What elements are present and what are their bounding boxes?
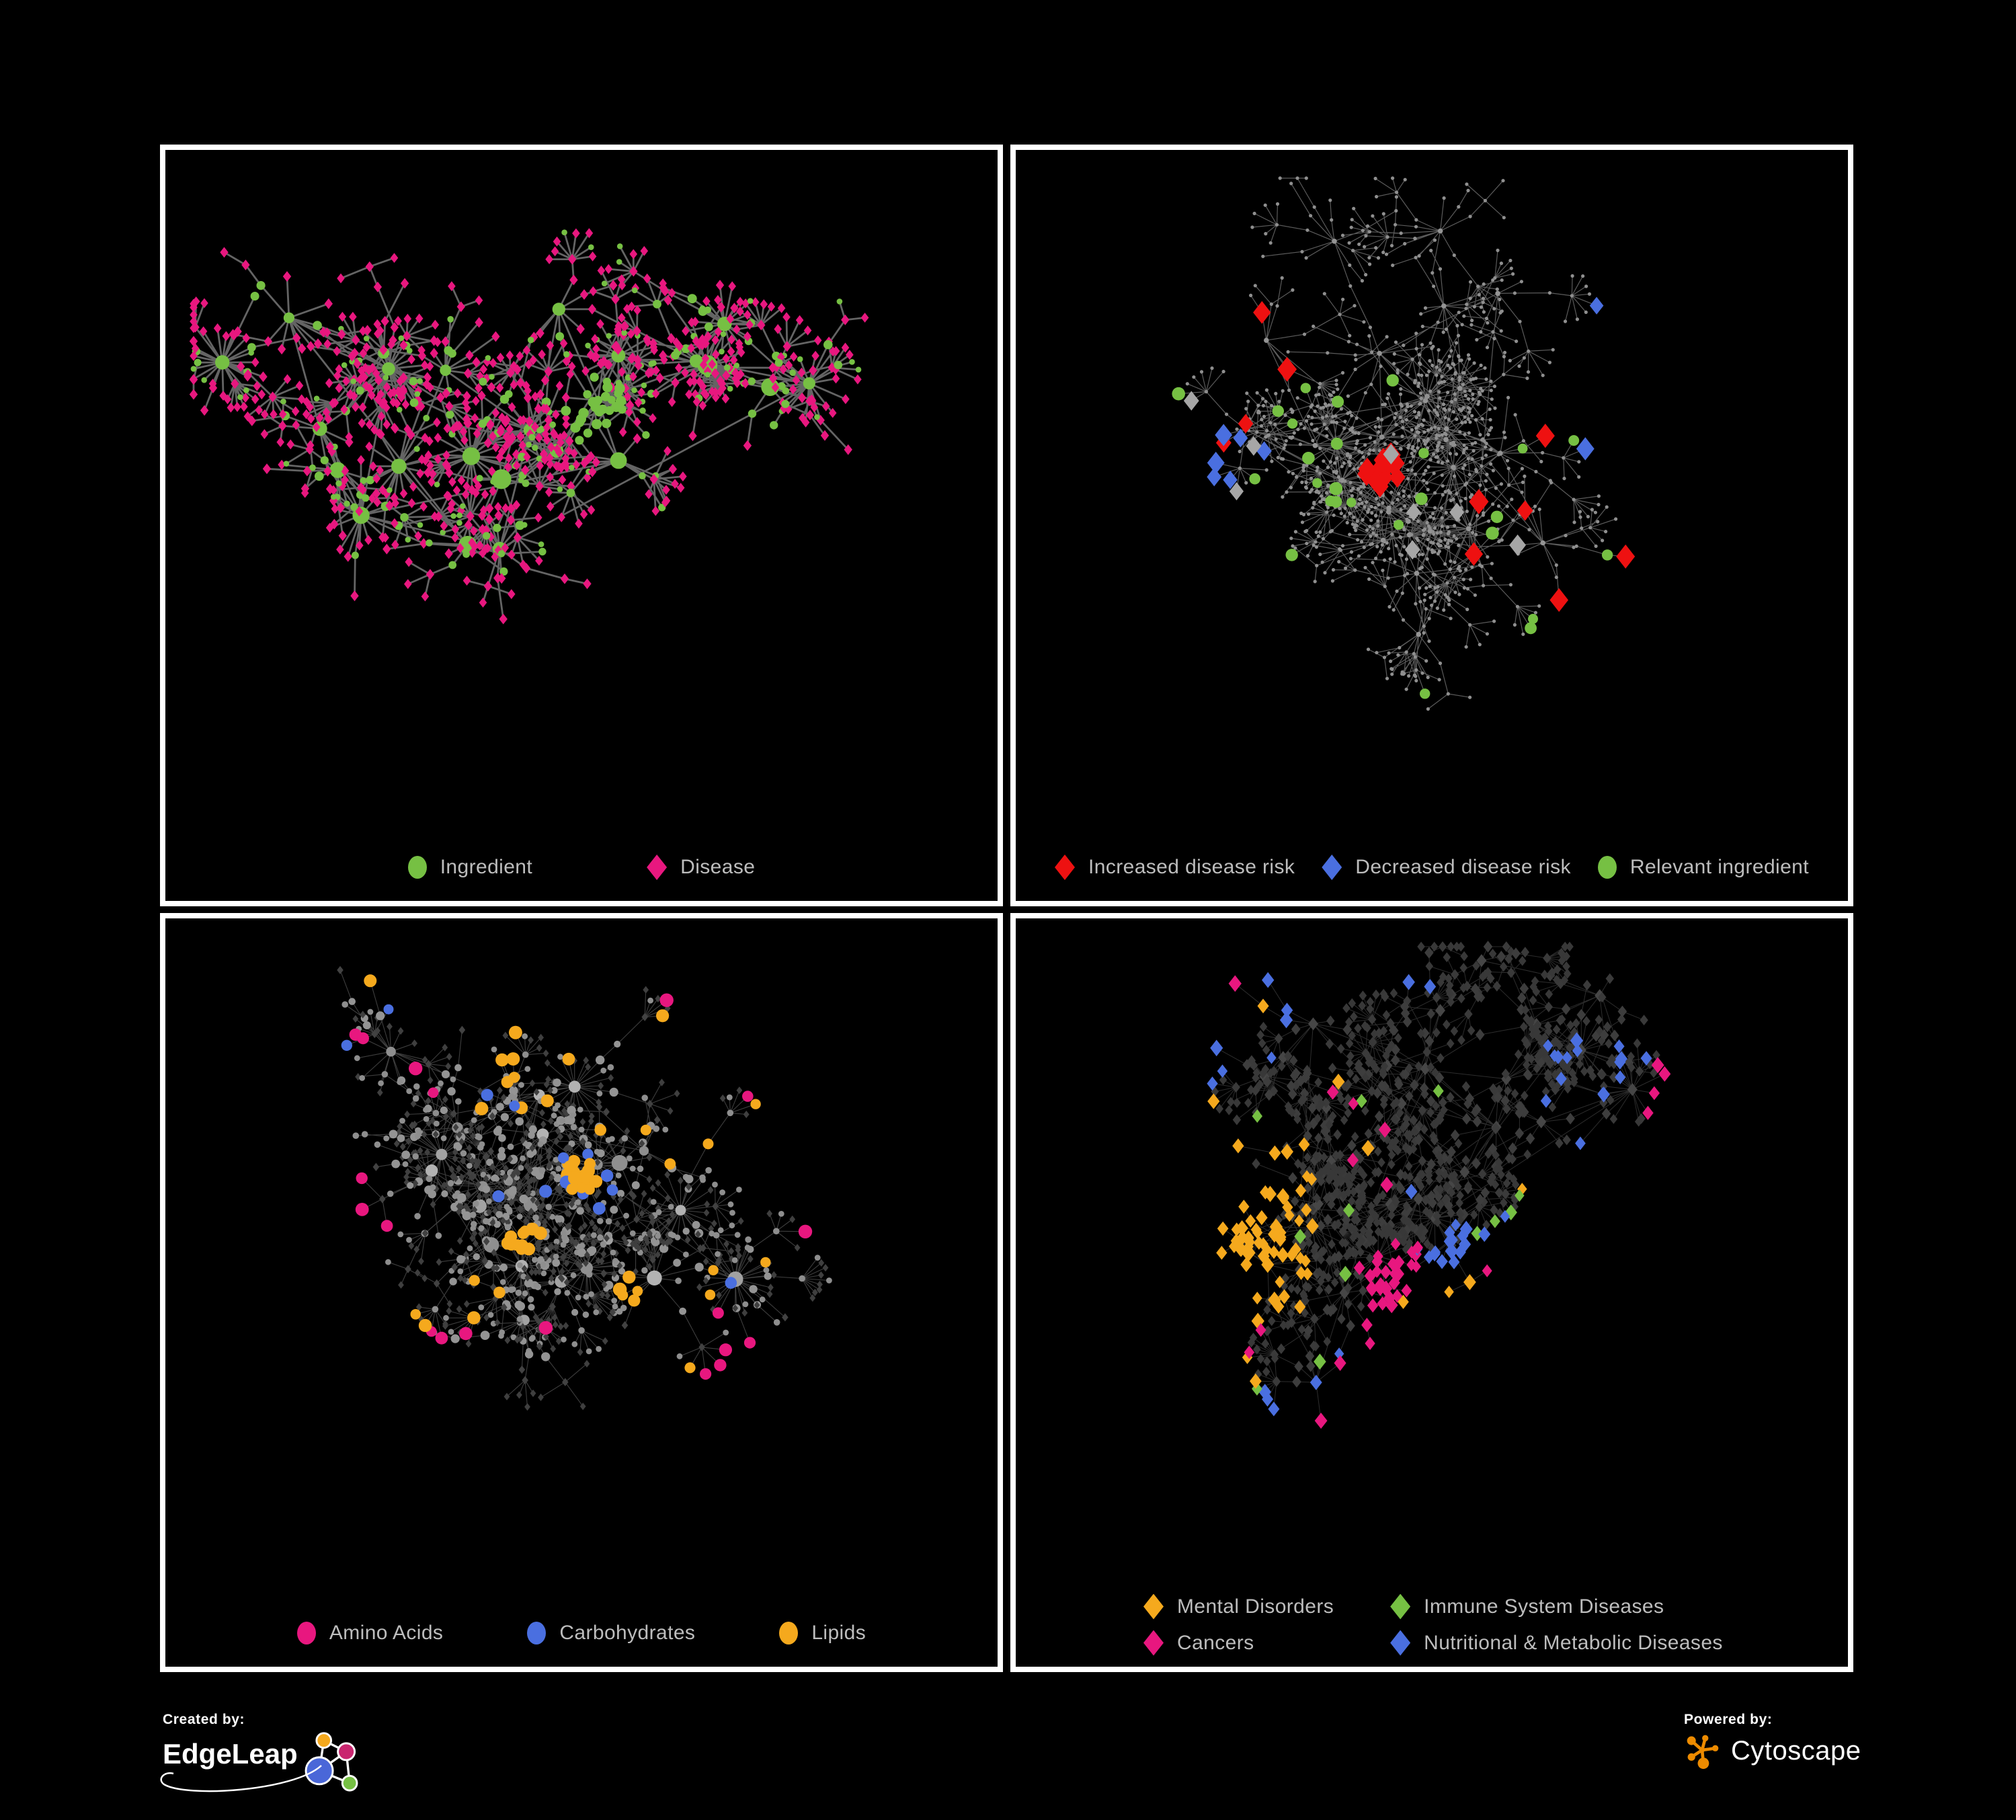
cytoscape-node (1702, 1735, 1709, 1741)
created-by-label: Created by: (163, 1712, 245, 1727)
cytoscape-node (1687, 1736, 1696, 1745)
network-graph-disease-risk (1172, 176, 1636, 711)
legend-item-lipids: Lipids (779, 1622, 866, 1645)
legend-disease-risk: Increased disease risk Decreased disease … (1016, 834, 1848, 901)
cytoscape-logo: Cytoscape (1684, 1731, 1861, 1771)
legend-label: Lipids (811, 1622, 866, 1644)
network-graph-disease-classes (1207, 941, 1671, 1429)
edgeleap-node-blue (305, 1756, 334, 1786)
legend-label: Mental Disorders (1177, 1595, 1334, 1618)
edgeleap-node-green (341, 1774, 358, 1792)
created-by-logo: Created by: EdgeLeap (160, 1712, 364, 1794)
legend-item-relevant-ingredient: Relevant ingredient (1597, 856, 1809, 879)
legend-label: Disease (680, 856, 756, 878)
legend-item-decreased-disease-risk: Decreased disease risk (1322, 855, 1571, 880)
legend-item-mental-disorders: Mental Disorders (1143, 1593, 1334, 1620)
circle-marker (1597, 856, 1617, 879)
cytoscape-node (1687, 1753, 1695, 1761)
legend-label: Relevant ingredient (1629, 856, 1809, 878)
edgeleap-node-pink (336, 1742, 356, 1762)
cytoscape-node (1712, 1745, 1719, 1751)
cytoscape-wordmark: Cytoscape (1731, 1735, 1861, 1766)
edgeleap-logo: EdgeLeap (160, 1729, 364, 1794)
legend-disease-classes: Mental Disorders Immune System Diseases Ca… (1016, 1583, 1848, 1667)
edgeleap-node-orange (315, 1732, 332, 1749)
cytoscape-node (1697, 1757, 1709, 1770)
panel-ingredient-disease: Ingredient Disease (160, 145, 1003, 906)
legend-label: Nutritional & Metabolic Diseases (1424, 1631, 1723, 1654)
legend-item-nutritional-metabolic-diseases: Nutritional & Metabolic Diseases (1390, 1630, 1723, 1656)
legend-item-amino-acids: Amino Acids (296, 1622, 444, 1645)
edgeleap-wordmark: EdgeLeap (163, 1738, 298, 1770)
circle-marker (407, 856, 427, 879)
legend-item-cancers: Cancers (1143, 1630, 1334, 1656)
legend-item-immune-system-diseases: Immune System Diseases (1390, 1593, 1723, 1620)
edgeleap-swoop-line (160, 1765, 322, 1792)
network-graph-ingredient-disease (189, 228, 869, 625)
edgeleap-network-icon (305, 1732, 358, 1792)
diamond-marker (1390, 1630, 1411, 1656)
diamond-marker (1390, 1593, 1411, 1620)
diamond-marker (1322, 855, 1342, 880)
panel-macronutrients: Amino Acids Carbohydrates Lipids (160, 913, 1003, 1672)
panel-disease-classes: Mental Disorders Immune System Diseases Ca… (1010, 913, 1853, 1672)
legend-item-disease: Disease (647, 855, 755, 880)
circle-marker (296, 1622, 316, 1645)
legend-ingredient-disease: Ingredient Disease (165, 834, 998, 901)
legend-label: Immune System Diseases (1424, 1595, 1664, 1618)
legend-label: Amino Acids (329, 1622, 444, 1644)
circle-marker (527, 1622, 547, 1645)
legend-item-increased-disease-risk: Increased disease risk (1055, 855, 1295, 880)
cytoscape-network-icon (1687, 1735, 1719, 1770)
diamond-marker (647, 855, 668, 880)
legend-item-ingredient: Ingredient (407, 856, 533, 879)
circle-marker (779, 1622, 799, 1645)
legend-item-carbohydrates: Carbohydrates (527, 1622, 695, 1645)
panel-disease-risk: Increased disease risk Decreased disease … (1010, 145, 1853, 906)
legend-label: Ingredient (440, 856, 533, 878)
legend-label: Increased disease risk (1088, 856, 1295, 878)
diamond-marker (1055, 855, 1075, 880)
legend-label: Cancers (1177, 1631, 1254, 1654)
powered-by-logo: Powered by: Cytoscape (1684, 1712, 1861, 1771)
cytoscape-node (1699, 1747, 1705, 1753)
legend-label: Decreased disease risk (1355, 856, 1571, 878)
diamond-marker (1143, 1593, 1164, 1620)
diamond-marker (1143, 1630, 1164, 1656)
network-graph-macronutrients (337, 965, 832, 1411)
legend-macronutrients: Amino Acids Carbohydrates Lipids (165, 1599, 998, 1667)
legend-label: Carbohydrates (559, 1622, 696, 1644)
powered-by-label: Powered by: (1684, 1712, 1773, 1727)
